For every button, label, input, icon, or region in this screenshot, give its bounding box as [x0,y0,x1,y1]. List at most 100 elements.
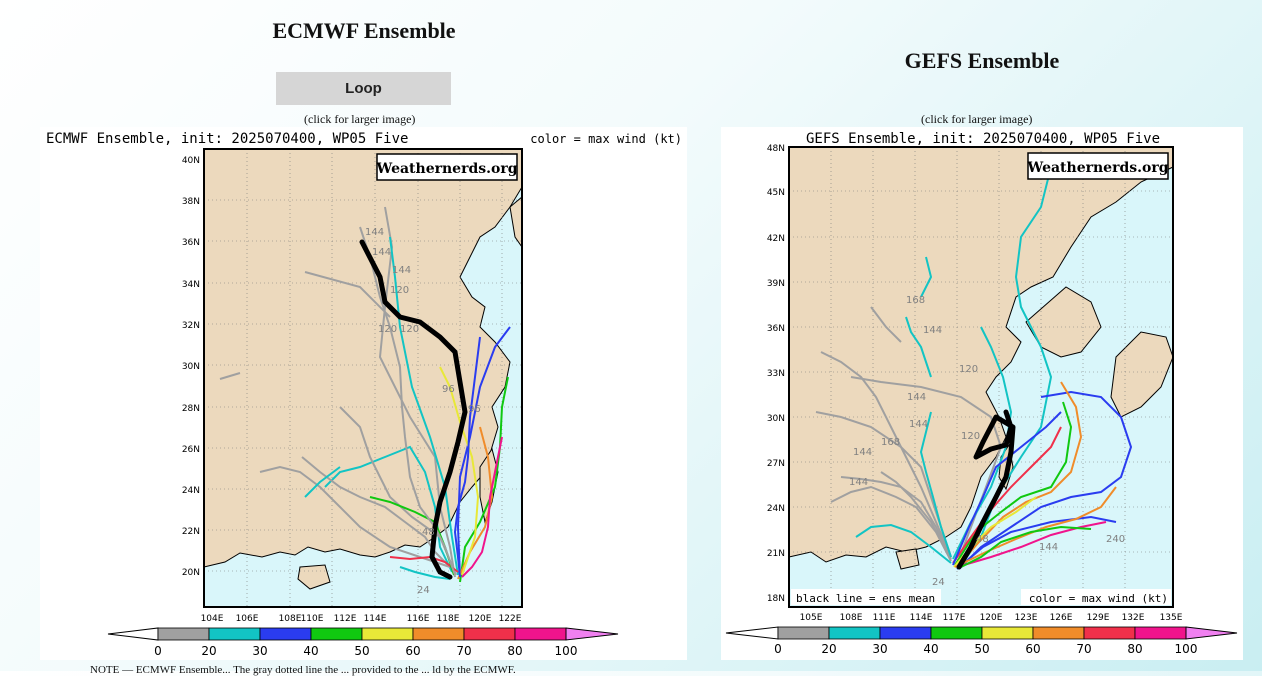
footnote-text: NOTE — ECMWF Ensemble... The gray dotted… [90,664,516,676]
svg-text:117E: 117E [943,613,966,623]
svg-text:144: 144 [909,419,928,430]
gefs-plume-image[interactable]: GEFS Ensemble, init: 2025070400, WP05 Fi… [721,127,1243,660]
svg-text:116E: 116E [407,614,430,624]
svg-text:132E: 132E [1122,613,1145,623]
ecmwf-colorbar [107,627,619,641]
gefs-colorbar-ticks: 0 20 30 40 50 60 70 80 100 [774,642,1197,656]
svg-text:40N: 40N [182,156,200,166]
svg-text:24N: 24N [767,504,785,514]
svg-text:144: 144 [849,477,868,488]
svg-text:129E: 129E [1087,613,1110,623]
loop-button[interactable]: Loop [276,72,451,105]
svg-text:168: 168 [881,437,900,448]
gefs-section-title: GEFS Ensemble [904,48,1060,73]
svg-text:118E: 118E [437,614,460,624]
svg-text:20: 20 [201,644,216,658]
gefs-mean-note: black line = ens mean [796,592,935,605]
gefs-lat-labels: 48N 45N 42N 39N 36N 33N 30N 27N 24N 21N … [767,144,785,604]
gefs-korea-land [1025,286,1102,358]
ecmwf-map-svg: ECMWF Ensemble, init: 2025070400, WP05 F… [46,131,682,658]
gefs-watermark: Weathernerds.org [1027,160,1169,176]
svg-text:100: 100 [1175,642,1198,656]
gefs-plot-title: GEFS Ensemble, init: 2025070400, WP05 Fi… [806,131,1160,147]
gefs-map-svg: GEFS Ensemble, init: 2025070400, WP05 Fi… [725,131,1238,656]
svg-text:144: 144 [372,247,391,258]
svg-text:30N: 30N [182,362,200,372]
ecmwf-section-title: ECMWF Ensemble [272,18,456,43]
gefs-color-note-bg [1021,589,1171,605]
svg-text:32N: 32N [182,321,200,331]
svg-text:126E: 126E [1050,613,1073,623]
svg-text:18N: 18N [767,594,785,604]
svg-text:104E: 104E [201,614,224,624]
ecmwf-mean-track [359,239,468,580]
svg-text:80: 80 [1127,642,1142,656]
gefs-lon-labels: 105E 108E 111E 114E 117E 120E 123E 126E … [800,613,1183,623]
svg-text:80: 80 [507,644,522,658]
svg-text:48N: 48N [767,144,785,154]
svg-text:60: 60 [405,644,420,658]
gefs-map-frame [788,146,1174,608]
svg-text:111E: 111E [873,613,896,623]
svg-text:144: 144 [1039,542,1058,553]
svg-text:120: 120 [400,324,419,335]
ecmwf-map-frame [203,148,523,608]
svg-text:21N: 21N [767,549,785,559]
svg-text:123E: 123E [1015,613,1038,623]
svg-text:33N: 33N [767,369,785,379]
gefs-mean-note-bg [791,589,941,605]
ecmwf-click-note: (click for larger image) [304,112,416,126]
ecmwf-taiwan-land [479,447,499,524]
svg-text:144: 144 [392,265,411,276]
ecmwf-plume-image[interactable]: ECMWF Ensemble, init: 2025070400, WP05 F… [40,127,687,660]
svg-text:39N: 39N [767,279,785,289]
svg-text:0: 0 [774,642,782,656]
svg-text:30: 30 [252,644,267,658]
gefs-colorbar [725,626,1238,640]
svg-text:144: 144 [853,447,872,458]
svg-text:240: 240 [1106,534,1125,545]
svg-text:168: 168 [906,295,925,306]
svg-text:105E: 105E [800,613,823,623]
ecmwf-ensemble-tracks [219,206,511,583]
gefs-mean-track [956,409,1016,570]
svg-text:50: 50 [974,642,989,656]
ecmwf-lon-labels: 104E 106E 108E 110E 112E 114E 116E 118E … [201,614,522,624]
svg-text:36N: 36N [767,324,785,334]
ecmwf-color-note: color = max wind (kt) [530,132,682,146]
svg-text:120E: 120E [980,613,1003,623]
svg-text:60: 60 [1025,642,1040,656]
svg-text:120: 120 [961,431,980,442]
svg-text:20: 20 [821,642,836,656]
svg-text:48: 48 [422,527,435,538]
gefs-watermark-box [1027,152,1169,180]
svg-text:120: 120 [390,285,409,296]
ecmwf-colorbar-ticks: 0 20 30 40 50 60 70 80 100 [154,644,577,658]
svg-text:27N: 27N [767,459,785,469]
svg-text:96: 96 [442,384,455,395]
ecmwf-plot-title: ECMWF Ensemble, init: 2025070400, WP05 F… [46,131,408,147]
ecmwf-china-land [203,148,523,568]
svg-text:40: 40 [923,642,938,656]
gefs-color-note: color = max wind (kt) [1029,592,1168,605]
svg-text:110E: 110E [301,614,324,624]
svg-text:30N: 30N [767,414,785,424]
svg-text:38N: 38N [182,197,200,207]
svg-text:120E: 120E [469,614,492,624]
svg-text:96: 96 [468,404,481,415]
ecmwf-lat-labels: 40N 38N 36N 34N 32N 30N 28N 26N 24N 22N … [182,156,200,578]
svg-text:24N: 24N [182,486,200,496]
svg-text:70: 70 [1076,642,1091,656]
svg-text:28N: 28N [182,404,200,414]
svg-text:100: 100 [555,644,578,658]
ecmwf-hour-labels: 144 144 144 120 120 120 96 96 48 24 [365,227,481,596]
svg-text:70: 70 [456,644,471,658]
svg-text:112E: 112E [334,614,357,624]
svg-text:122E: 122E [499,614,522,624]
svg-text:106E: 106E [236,614,259,624]
svg-text:108E: 108E [840,613,863,623]
svg-text:34N: 34N [182,280,200,290]
svg-text:144: 144 [365,227,384,238]
svg-text:42N: 42N [767,234,785,244]
gefs-click-note: (click for larger image) [921,112,1033,126]
